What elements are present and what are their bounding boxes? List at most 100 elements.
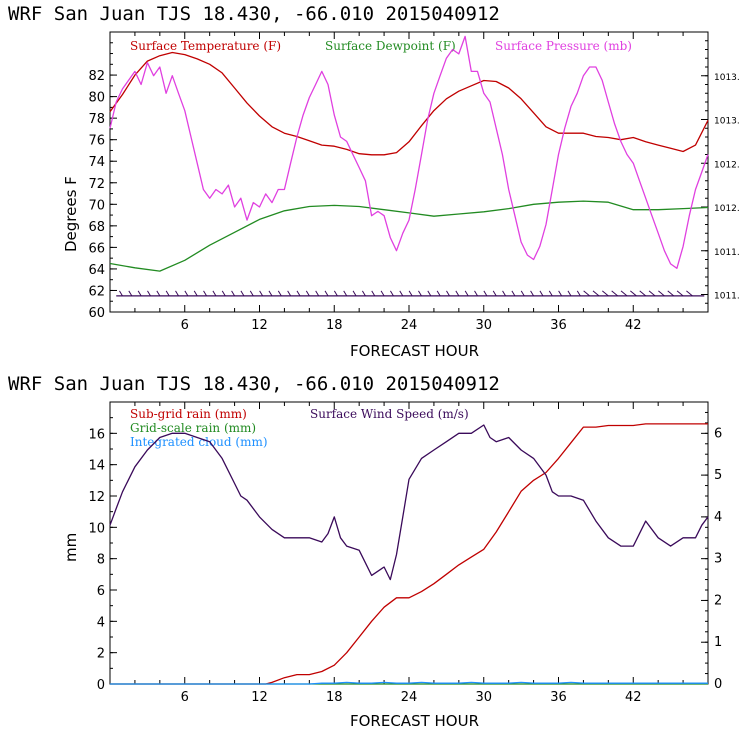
- y-tick-label: 74: [88, 155, 105, 170]
- y2-tick-label: 1013.0: [714, 117, 740, 127]
- wind-barb: [184, 290, 189, 297]
- wind-barb: [240, 290, 245, 297]
- y2-tick-label: 2: [714, 593, 722, 608]
- wind-barb: [427, 290, 432, 297]
- wind-barb: [418, 290, 422, 297]
- wind-barb: [658, 290, 665, 297]
- y-tick-label: 8: [97, 553, 105, 568]
- wind-barb: [567, 290, 572, 297]
- wind-barb: [667, 290, 675, 297]
- legend-pressure: Surface Pressure (mb): [495, 39, 632, 53]
- wind-barb: [639, 290, 647, 297]
- y2-tick-label: 1: [714, 635, 722, 650]
- wind-barb: [371, 290, 376, 297]
- wind-barb: [558, 290, 563, 297]
- x-tick-label: 6: [181, 690, 189, 705]
- wind-barb: [137, 290, 142, 297]
- wind-barb: [408, 290, 413, 297]
- wind-barb: [156, 290, 161, 297]
- wind-barb: [249, 290, 254, 297]
- wind-barb: [315, 290, 320, 297]
- y2-tick-label: 1013.5: [714, 73, 740, 83]
- wind-barb: [165, 290, 170, 297]
- wind-barb: [539, 290, 544, 297]
- x-tick-label: 36: [550, 318, 567, 333]
- wind-barb: [259, 290, 264, 297]
- x-tick-label: 12: [251, 690, 268, 705]
- y-tick-label: 80: [88, 91, 105, 106]
- wind-barb: [343, 290, 348, 297]
- x-tick-label: 42: [625, 318, 642, 333]
- y-tick-label: 4: [97, 615, 105, 630]
- x-tick-label: 36: [550, 690, 567, 705]
- wind-barb: [676, 290, 684, 297]
- wind-barb: [277, 290, 282, 297]
- wind-barb: [548, 290, 553, 297]
- y-axis-label: Degrees F: [62, 176, 80, 252]
- x-tick-label: 30: [475, 318, 492, 333]
- wind-barb: [446, 290, 450, 297]
- wind-barb: [221, 290, 226, 297]
- chart-title: WRF San Juan TJS 18.430, -66.010 2015040…: [8, 3, 500, 25]
- y-tick-label: 12: [88, 490, 105, 505]
- legend-dewpoint: Surface Dewpoint (F): [325, 39, 456, 53]
- legend: Surface Temperature (F) Surface Dewpoint…: [130, 39, 632, 53]
- y2-tick-label: 1011.0: [714, 292, 740, 302]
- temperature-pressure-chart: WRF San Juan TJS 18.430, -66.010 2015040…: [8, 3, 740, 360]
- wind-barb: [212, 290, 217, 297]
- wind-barb: [620, 290, 628, 297]
- wind-barb: [119, 290, 123, 297]
- y-tick-label: 0: [97, 678, 105, 693]
- legend-wind-speed: Surface Wind Speed (m/s): [310, 407, 469, 421]
- y-tick-label: 16: [88, 427, 105, 442]
- chart-marks: 6 12 18 24 30 36 42 60 62 64 66 68 70 72 74 76 78 80 82 101…: [88, 31, 740, 333]
- wind-barb: [380, 290, 385, 297]
- wind-barb: [520, 290, 525, 297]
- y-tick-label: 6: [97, 584, 105, 599]
- wind-barb: [511, 290, 516, 297]
- x-tick-label: 6: [181, 318, 189, 333]
- legend-integrated-cloud: Integrated cloud (mm): [130, 435, 268, 449]
- wind-barb: [474, 290, 478, 297]
- wind-barb: [602, 290, 609, 297]
- wind-barb: [231, 290, 236, 297]
- legend: Sub-grid rain (mm) Grid-scale rain (mm) …: [130, 407, 469, 449]
- x-tick-label: 24: [401, 318, 418, 333]
- wind-barb: [333, 290, 338, 297]
- chart-title: WRF San Juan TJS 18.430, -66.010 2015040…: [8, 373, 500, 395]
- x-tick-label: 18: [326, 318, 343, 333]
- integrated-cloud-mm-line: [110, 681, 708, 685]
- wind-barb: [436, 290, 441, 297]
- y2-tick-label: 1012.5: [714, 160, 740, 170]
- surface-temperature-f-line: [109, 51, 709, 156]
- x-tick-label: 18: [326, 690, 343, 705]
- wind-barb: [128, 290, 133, 297]
- wind-barb: [324, 290, 329, 297]
- legend-temperature: Surface Temperature (F): [130, 39, 281, 53]
- wind-barb: [296, 290, 301, 297]
- y2-tick-label: 0: [714, 677, 722, 692]
- rain-wind-chart: WRF San Juan TJS 18.430, -66.010 2015040…: [8, 373, 722, 730]
- y-tick-label: 10: [88, 521, 105, 536]
- y-tick-label: 14: [88, 459, 105, 474]
- surface-wind-speed-m-s-line: [109, 424, 709, 581]
- surface-dewpoint-f-line: [109, 200, 709, 272]
- y2-tick-label: 1011.5: [714, 248, 740, 258]
- wind-barb: [455, 290, 460, 297]
- y-tick-label: 70: [88, 198, 105, 213]
- legend-subgrid-rain: Sub-grid rain (mm): [130, 407, 247, 421]
- x-axis-label: FORECAST HOUR: [350, 342, 479, 360]
- wind-barb: [361, 290, 366, 297]
- x-tick-label: 42: [625, 690, 642, 705]
- y2-tick-label: 4: [714, 510, 722, 525]
- y-tick-label: 62: [88, 284, 105, 299]
- wind-barb: [389, 290, 394, 297]
- y2-tick-label: 1012.0: [714, 204, 740, 214]
- wind-barb: [175, 290, 179, 297]
- wind-barb: [648, 290, 656, 297]
- x-tick-label: 12: [251, 318, 268, 333]
- wind-barb: [630, 290, 637, 297]
- y-tick-label: 72: [88, 177, 105, 192]
- wind-barb: [686, 290, 693, 297]
